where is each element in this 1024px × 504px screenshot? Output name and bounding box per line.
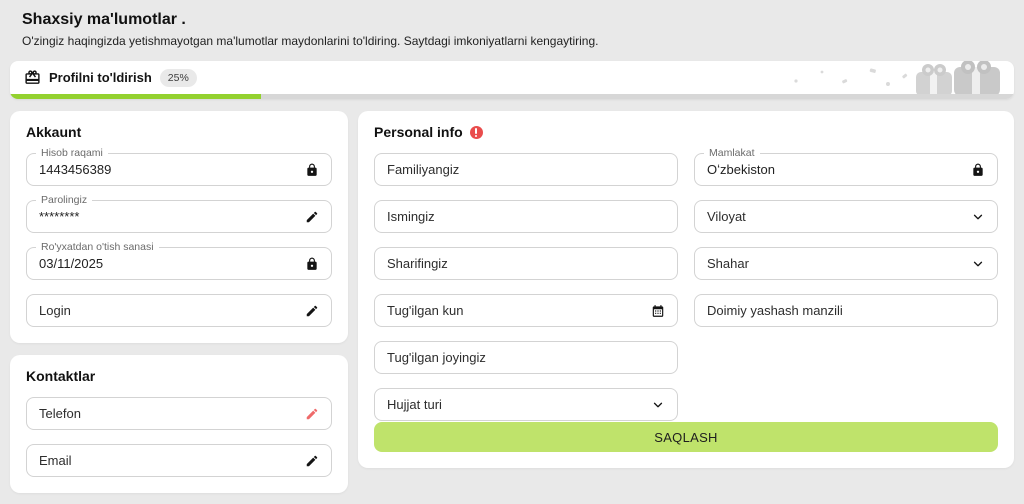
alert-icon (469, 125, 483, 139)
kontaktlar-card: Kontaktlar (10, 355, 348, 493)
sharif-input[interactable] (387, 256, 665, 271)
pencil-icon-red[interactable] (305, 407, 319, 421)
familiya-input[interactable] (387, 162, 665, 177)
familiya-field[interactable] (374, 153, 678, 186)
email-field[interactable] (26, 444, 332, 477)
parol-field[interactable]: Parolingiz (26, 194, 332, 233)
progress-track (10, 94, 1014, 99)
left-column: Akkaunt Hisob raqami Parolingiz Ro'yxatd… (10, 111, 348, 493)
main-content: Akkaunt Hisob raqami Parolingiz Ro'yxatd… (10, 111, 1014, 493)
gift-icon (24, 69, 41, 86)
calendar-icon[interactable] (651, 304, 665, 318)
profile-completion-card: Profilni to'ldirish 25% (10, 61, 1014, 99)
telefon-input[interactable] (39, 406, 297, 421)
hisob-raqami-label: Hisob raqami (36, 147, 108, 159)
login-field[interactable] (26, 294, 332, 327)
shahar-value: Shahar (707, 256, 749, 271)
tugilgan-kun-input[interactable] (387, 303, 643, 318)
hisob-raqami-input (39, 162, 297, 177)
personal-info-title-row: Personal info (374, 124, 998, 140)
hisob-raqami-field: Hisob raqami (26, 147, 332, 186)
personal-left-column: Hujjat turi (374, 153, 678, 421)
royxatdan-otish-sanasi-field: Ro'yxatdan o'tish sanasi (26, 241, 332, 280)
ism-field[interactable] (374, 200, 678, 233)
telefon-field[interactable] (26, 397, 332, 430)
mamlakat-field: Mamlakat (694, 147, 998, 186)
viloyat-select[interactable]: Viloyat (694, 200, 998, 233)
pencil-icon[interactable] (305, 304, 319, 318)
parol-input[interactable] (39, 209, 297, 224)
manzil-input[interactable] (707, 303, 985, 318)
royxatdan-otish-sanasi-label: Ro'yxatdan o'tish sanasi (36, 241, 159, 253)
sharif-field[interactable] (374, 247, 678, 280)
save-button[interactable]: SAQLASH (374, 422, 998, 452)
akkaunt-card-title: Akkaunt (26, 124, 82, 140)
pencil-icon[interactable] (305, 454, 319, 468)
lock-icon (305, 163, 319, 177)
profile-completion-label: Profilni to'ldirish (49, 70, 152, 85)
pencil-icon[interactable] (305, 210, 319, 224)
email-input[interactable] (39, 453, 297, 468)
chevron-down-icon (971, 210, 985, 224)
viloyat-value: Viloyat (707, 209, 746, 224)
royxatdan-otish-sanasi-input (39, 256, 297, 271)
mamlakat-label: Mamlakat (704, 147, 760, 159)
page-header: Shaxsiy ma'lumotlar . O'zingiz haqingizd… (0, 0, 1024, 56)
manzil-field[interactable] (694, 294, 998, 327)
personal-info-title: Personal info (374, 124, 463, 140)
hujjat-turi-select[interactable]: Hujjat turi (374, 388, 678, 421)
profile-completion-header[interactable]: Profilni to'ldirish 25% (10, 61, 1014, 94)
tugilgan-kun-field[interactable] (374, 294, 678, 327)
hujjat-turi-value: Hujjat turi (387, 397, 442, 412)
chevron-down-icon (651, 398, 665, 412)
personal-right-column: Mamlakat Viloyat Shahar (694, 147, 998, 421)
page-subtitle: O'zingiz haqingizda yetishmayotgan ma'lu… (22, 34, 599, 48)
lock-icon (305, 257, 319, 271)
lock-icon (971, 163, 985, 177)
personal-info-grid: Hujjat turi Mamlakat Viloyat (374, 147, 998, 421)
kontaktlar-card-title: Kontaktlar (26, 368, 96, 384)
akkaunt-card: Akkaunt Hisob raqami Parolingiz Ro'yxatd… (10, 111, 348, 343)
page-title: Shaxsiy ma'lumotlar . (22, 11, 186, 28)
tugilgan-joy-field[interactable] (374, 341, 678, 374)
personal-info-card: Personal info (358, 111, 1014, 468)
mamlakat-input (707, 162, 963, 177)
parol-label: Parolingiz (36, 194, 93, 206)
shahar-select[interactable]: Shahar (694, 247, 998, 280)
tugilgan-joy-input[interactable] (387, 350, 665, 365)
progress-fill (10, 94, 261, 99)
chevron-down-icon (971, 257, 985, 271)
login-input[interactable] (39, 303, 297, 318)
profile-completion-percent-badge: 25% (159, 68, 197, 87)
ism-input[interactable] (387, 209, 665, 224)
